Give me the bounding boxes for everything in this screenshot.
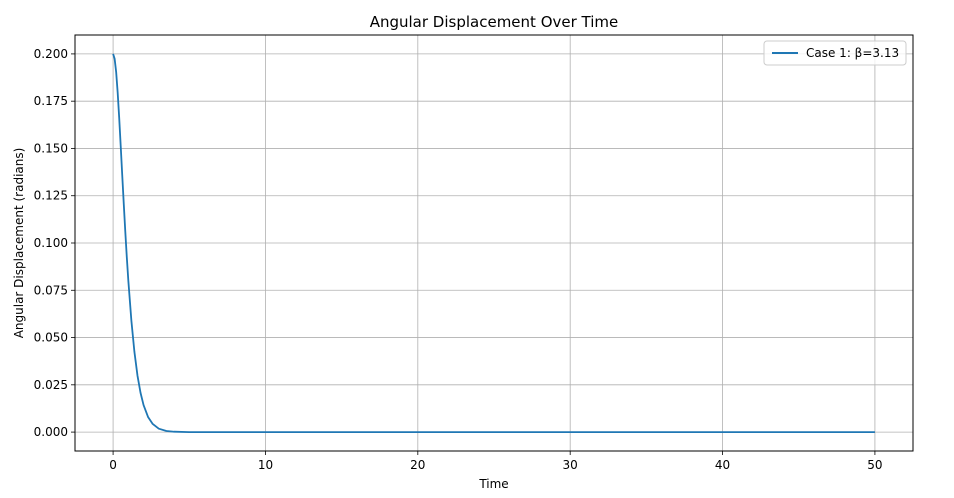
y-tick-label: 0.150	[34, 141, 68, 155]
chart-title: Angular Displacement Over Time	[370, 13, 619, 31]
y-tick-label: 0.175	[34, 94, 68, 108]
y-tick-label: 0.025	[34, 378, 68, 392]
y-tick-label: 0.075	[34, 283, 68, 297]
x-tick-label: 40	[715, 458, 730, 472]
legend: Case 1: β=3.13	[763, 40, 907, 66]
x-tick-label: 30	[563, 458, 578, 472]
y-tick-label: 0.125	[34, 189, 68, 203]
y-tick-label: 0.100	[34, 236, 68, 250]
x-tick-label: 50	[867, 458, 882, 472]
x-tick-label: 0	[109, 458, 117, 472]
x-tick-label: 20	[410, 458, 425, 472]
legend-box	[763, 40, 907, 66]
y-tick-label: 0.200	[34, 47, 68, 61]
series-line	[112, 53, 875, 433]
y-axis-label: Angular Displacement (radians)	[12, 148, 26, 339]
x-axis-label: Time	[478, 477, 508, 491]
plot-series	[112, 53, 875, 433]
grid-lines	[75, 35, 913, 451]
axis-ticks: 0 10 20 30 40 50 0.000 0.025 0.050 0.075 0.100 0.12…	[34, 47, 883, 472]
y-tick-label: 0.000	[34, 425, 68, 439]
x-tick-label: 10	[258, 458, 273, 472]
legend-label: Case 1: β=3.13	[806, 46, 899, 60]
y-tick-label: 0.050	[34, 331, 68, 345]
